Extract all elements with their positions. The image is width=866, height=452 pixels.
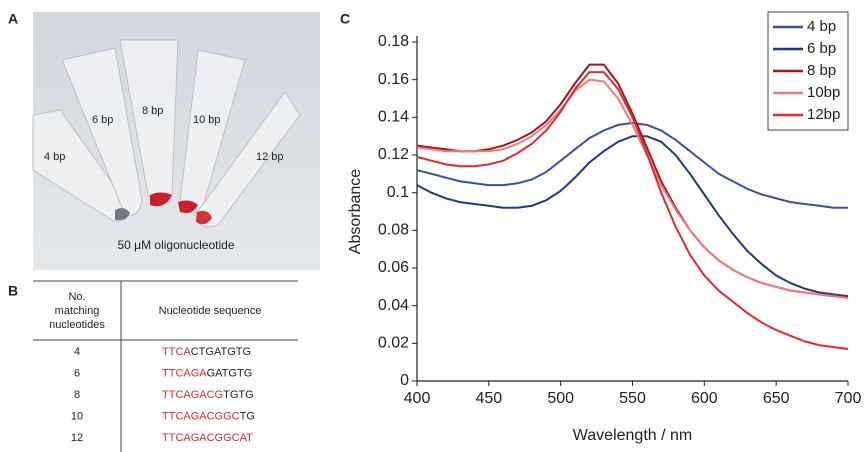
table: No. matching nucleotides Nucleotide sequ… — [33, 280, 298, 452]
x-tick-label: 400 — [404, 390, 431, 407]
tube-label: 8 bp — [142, 105, 163, 117]
y-tick-label: 0.06 — [378, 259, 409, 276]
legend-label: 4 bp — [807, 18, 836, 35]
series-line — [416, 135, 849, 298]
sequence-rest: TGTG — [223, 389, 254, 401]
table-header: nucleotides — [49, 319, 105, 331]
sequence-match: TTCAGACG — [162, 389, 223, 401]
table-cell: 12 — [71, 432, 83, 444]
table-cell: 4 — [74, 346, 80, 358]
sequence-rest: TG — [240, 410, 255, 422]
chart: 0 0.02 0.04 0.06 0.08 0.1 0.12 0.14 0.16 0.18 400 4… — [347, 11, 862, 444]
table-body: 4 TTCACTGATGTG 6 TTCAGAGATGTG 8 TTCAGACGTGTG 1… — [71, 346, 255, 444]
y-tick-label: 0.04 — [378, 297, 409, 314]
table-cell: TTCACTGATGTG — [162, 346, 251, 358]
tube-label: 12 bp — [256, 151, 284, 163]
panel-label: C — [340, 11, 350, 27]
sequence-rest: CTGATGTG — [191, 346, 251, 358]
y-tick-label: 0 — [400, 372, 409, 389]
panel-label: A — [8, 11, 18, 27]
sequence-match: TTCAGACGGC — [162, 410, 240, 422]
table-cell: 8 — [74, 389, 80, 401]
y-tick-label: 0.1 — [387, 184, 409, 201]
tube-label: 10 bp — [193, 114, 221, 126]
tube-label: 6 bp — [92, 114, 113, 126]
table-cell: TTCAGACGGCAT — [162, 432, 253, 444]
y-tick-label: 0.16 — [378, 71, 409, 88]
y-axis-label: Absorbance — [347, 169, 364, 254]
x-tick-label: 600 — [691, 390, 718, 407]
y-tick-label: 0.02 — [378, 335, 409, 352]
y-tick-label: 0.08 — [378, 222, 409, 239]
photo: 4 bp 6 bp 8 bp 10 bp 12 bp 50 μM oligonu… — [32, 12, 320, 270]
table-header: No. — [68, 291, 85, 303]
x-tick-label: 550 — [619, 390, 646, 407]
sequence-rest: GATGTG — [207, 367, 253, 379]
x-tick-label: 500 — [547, 390, 574, 407]
tube-label: 4 bp — [44, 151, 65, 163]
photo-caption: 50 μM oligonucleotide — [118, 238, 235, 252]
table-cell: TTCAGACGGCTG — [162, 410, 255, 422]
table-header: matching — [55, 305, 100, 317]
y-tick-label: 0.18 — [378, 33, 409, 50]
table-cell: 6 — [74, 367, 80, 379]
y-tick-label: 0.14 — [378, 109, 409, 126]
x-tick-label: 700 — [835, 390, 862, 407]
x-tick-label: 450 — [475, 390, 502, 407]
legend-label: 10bp — [807, 84, 840, 101]
legend-label: 12bp — [807, 106, 840, 123]
legend-label: 8 bp — [807, 62, 836, 79]
x-tick-label: 650 — [763, 390, 790, 407]
sequence-match: TTCA — [162, 346, 191, 358]
x-axis-label: Wavelength / nm — [573, 427, 692, 444]
legend-label: 6 bp — [807, 40, 836, 57]
sequence-match: TTCAGACGGCAT — [162, 432, 253, 444]
series-line — [416, 78, 849, 300]
panel-label: B — [8, 283, 18, 299]
table-cell: TTCAGACGTGTG — [162, 389, 254, 401]
table-cell: TTCAGAGATGTG — [162, 367, 252, 379]
table-cell: 10 — [71, 410, 83, 422]
table-header: Nucleotide sequence — [159, 305, 262, 317]
y-tick-label: 0.12 — [378, 146, 409, 163]
series-line — [416, 71, 849, 350]
sequence-match: TTCAGA — [162, 367, 207, 379]
